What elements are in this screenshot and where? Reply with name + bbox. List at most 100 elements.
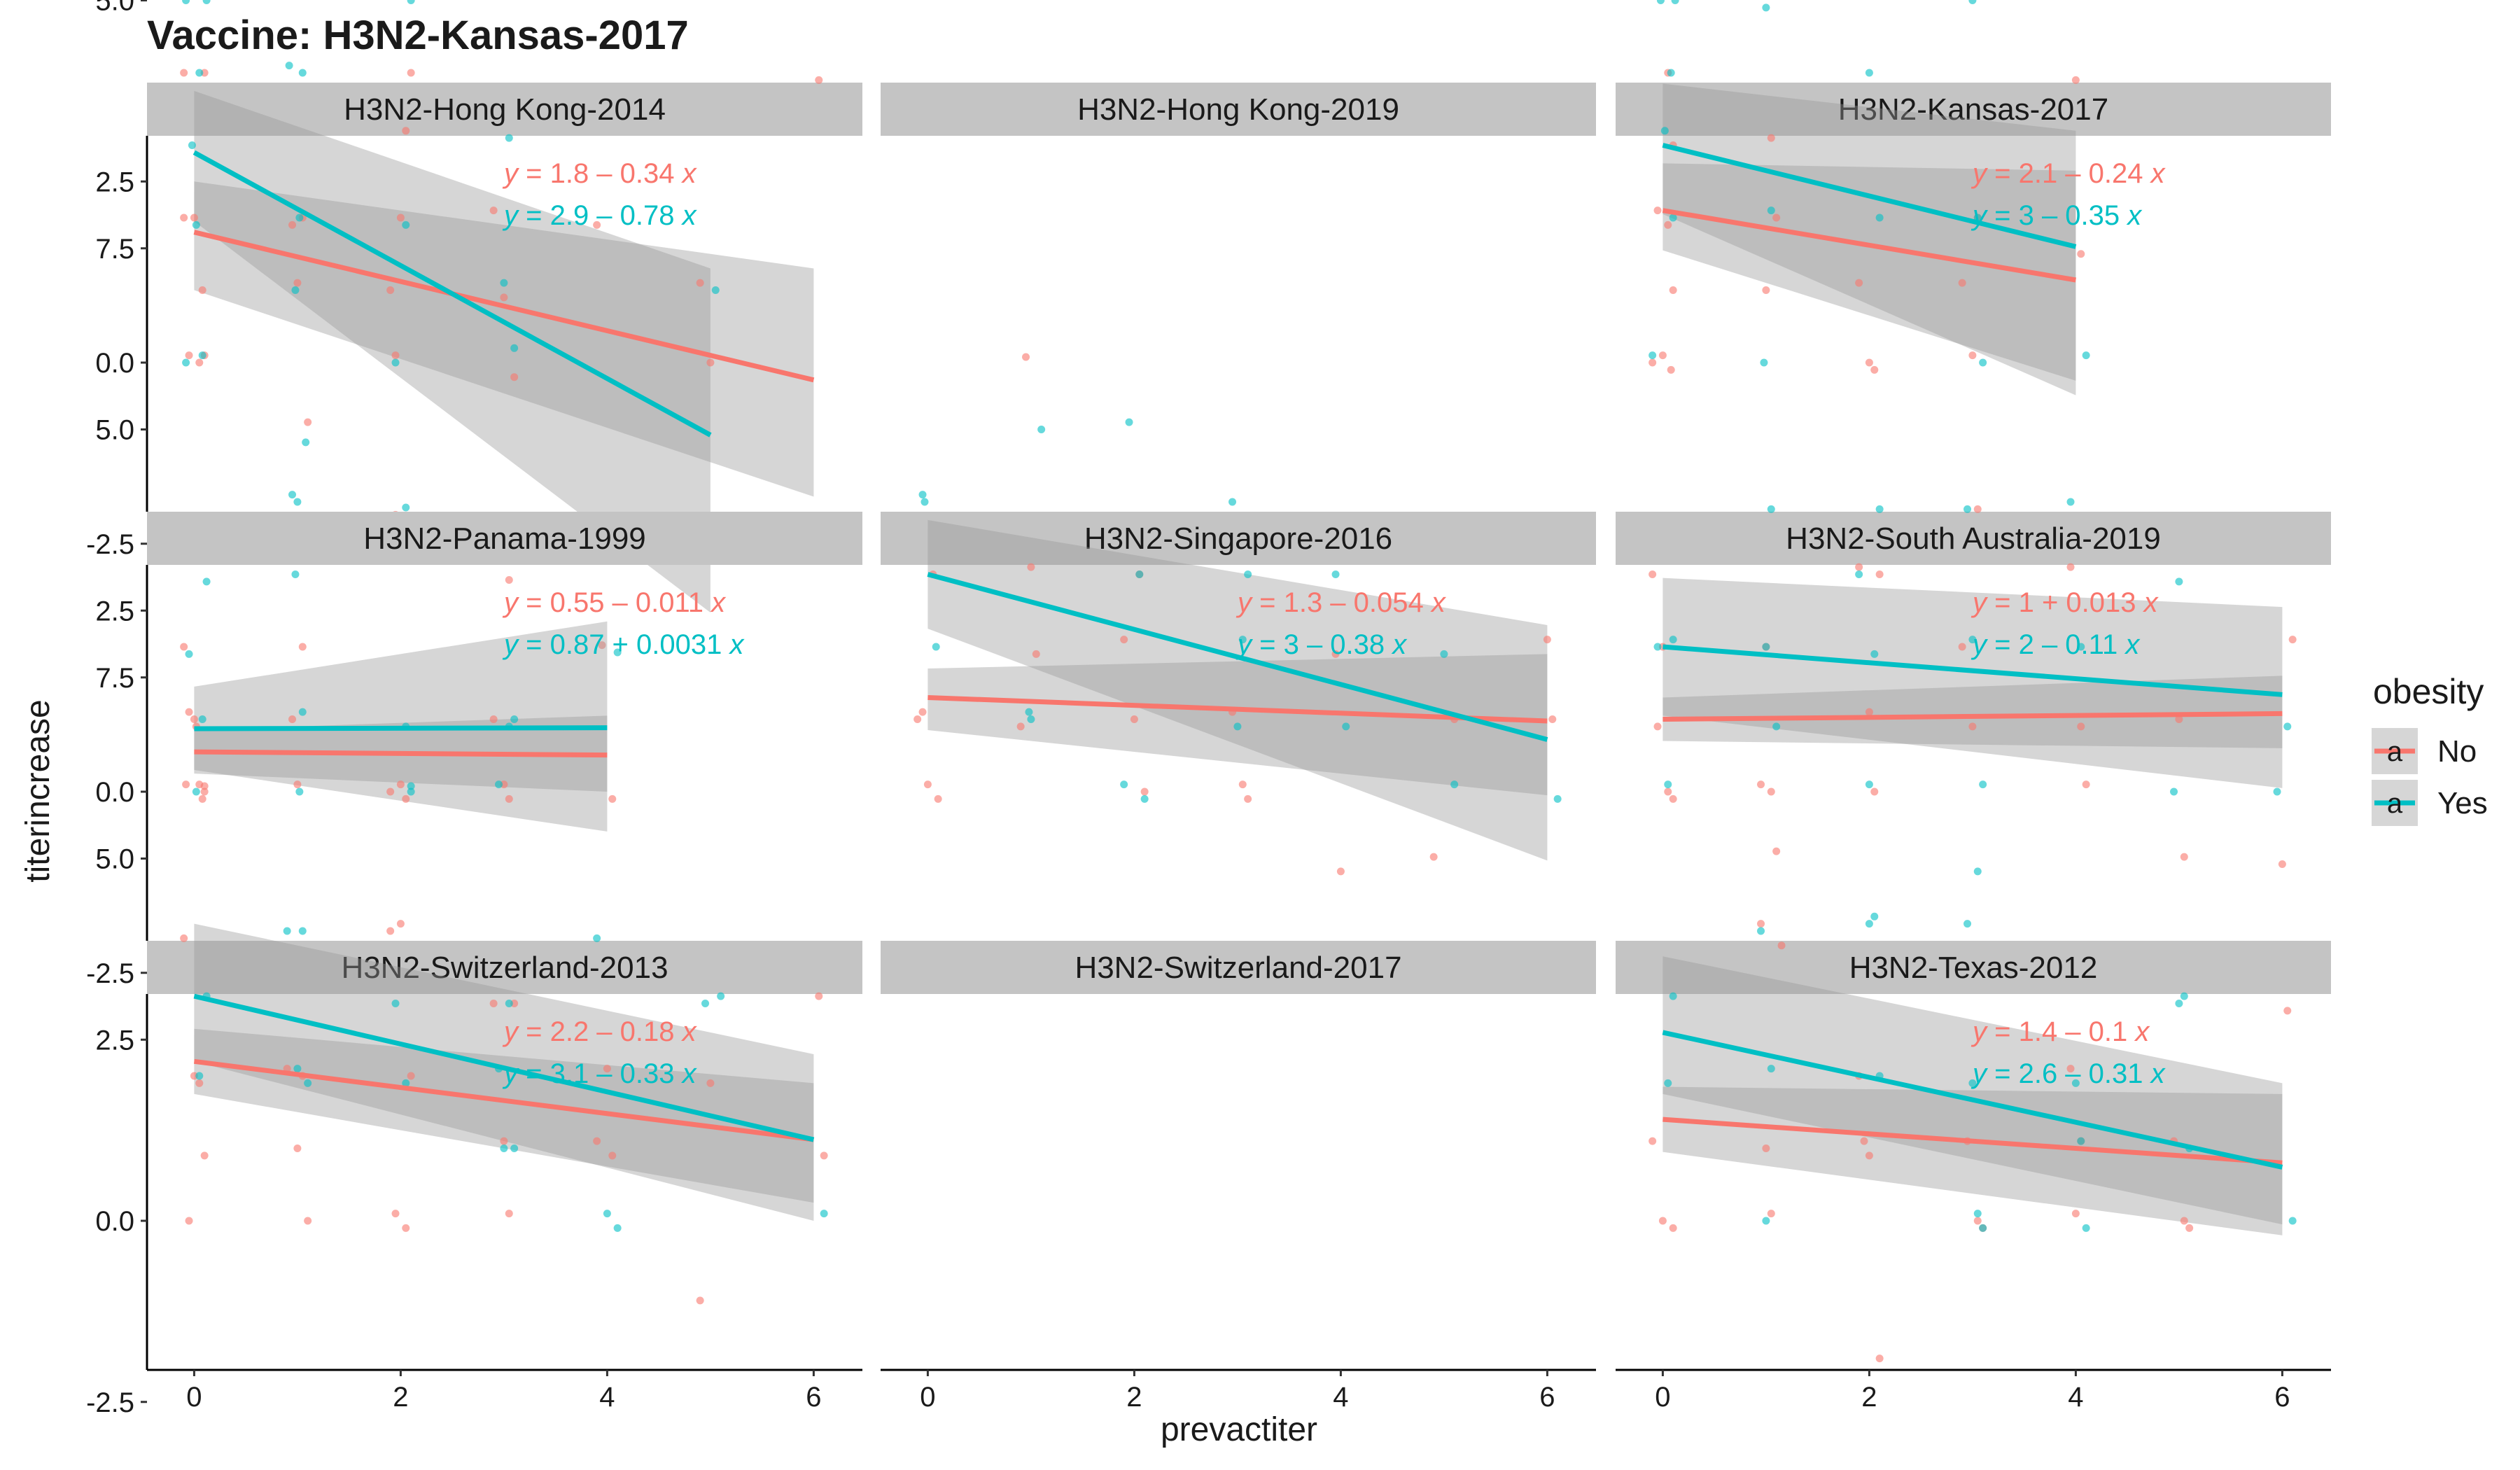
data-point-no [195,1079,204,1087]
data-point-no [500,293,508,302]
regression-line-no [1662,208,2076,283]
data-point-no [608,1152,617,1160]
facet-strip-label: H3N2-Texas-2012 [1849,951,2098,985]
data-point-no [2071,76,2080,84]
data-point-yes [1772,722,1781,731]
data-point-no [1968,351,1977,360]
data-point-no [593,220,601,229]
data-point-no [706,358,715,367]
data-point-no [1669,1224,1677,1232]
data-point-no [1767,1210,1775,1218]
data-point-yes [391,1000,400,1007]
data-point-no [1648,570,1657,578]
confidence-band-no [194,181,814,497]
data-point-no [1032,650,1040,658]
data-point-no [1429,853,1438,861]
data-point-yes [1767,1065,1775,1073]
data-point-yes [1760,358,1768,367]
data-point-yes [2283,722,2292,731]
data-point-no [1336,867,1345,876]
data-point-no [815,992,823,1000]
regression-equation-yes: y = 3.1 – 0.33 x [502,1058,698,1089]
data-point-yes [1968,1079,1977,1087]
data-point-no [198,794,206,803]
data-point-yes [402,1079,410,1087]
data-point-yes [1963,920,1972,928]
data-point-yes [1667,69,1675,77]
data-point-yes [500,279,508,287]
facet-panel: H3N2-Switzerland-2017 0 2 4 6 [881,941,1596,1413]
data-point-yes [288,491,297,499]
data-point-yes [2082,351,2090,360]
data-point-yes [1865,69,1873,77]
data-point-no [1016,722,1025,731]
data-point-no [489,206,498,215]
facet-strip [1616,512,2331,565]
data-point-no [608,794,617,803]
data-point-no [1875,1354,1884,1363]
panels-layer: H3N2-Hong Kong-2014 -2.5 0.0 2.5 5.0 7.5 y = 1… [86,0,2331,1418]
confidence-band-yes [927,519,1548,861]
data-point-no [1875,570,1884,578]
regression-line-no [1662,1116,2283,1166]
regression-line-no [1662,710,2283,722]
x-axis-title: prevactiter [1161,1411,1317,1448]
facet-strip [147,83,862,136]
data-point-yes [593,934,601,942]
data-point-no [1130,715,1138,723]
data-point-no [505,576,513,584]
regression-equation-no: y = 1.3 – 0.054 x [1236,587,1447,618]
regression-equation-no: y = 1.8 – 0.34 x [502,158,698,189]
data-point-no [923,780,932,789]
data-point-no [1870,788,1879,796]
regression-line-no [193,1058,814,1142]
data-point-yes [198,715,206,723]
data-point-yes [1870,650,1879,658]
data-point-yes [495,780,503,789]
data-point-yes [298,69,307,77]
data-point-no [200,782,209,790]
data-point-no [386,927,395,935]
data-point-no [598,641,606,650]
regression-line-yes [192,150,712,438]
facet-panel: H3N2-Texas-2012 0 2 4 6 y = 1.4 – 0.1 x y = 2.… [1616,847,2331,1413]
data-point-yes [188,141,196,149]
data-point-yes [1648,351,1657,360]
data-point-yes [1553,794,1562,803]
regression-line-yes [1662,1030,2283,1170]
data-point-yes [1979,358,1987,367]
data-point-no [2185,1224,2194,1232]
data-point-no [1664,788,1672,796]
data-point-yes [2273,788,2281,796]
data-point-yes [1037,426,1046,433]
data-point-no [198,286,206,294]
regression-line-yes [1662,644,2283,697]
data-point-no [195,358,204,367]
data-point-no [1968,722,1977,731]
data-point-yes [1979,780,1987,789]
x-tick-label: 0 [920,1382,935,1413]
data-point-no [182,780,190,789]
data-point-yes [402,503,410,512]
data-point-yes [1228,498,1237,506]
data-point-no [396,920,405,928]
data-point-no [190,715,198,723]
data-point-yes [182,358,190,367]
data-point-yes [2288,1217,2297,1225]
data-point-no [1238,780,1247,789]
data-point-yes [298,927,307,935]
facet-strip-label: H3N2-Switzerland-2017 [1074,951,1401,985]
confidence-band-no [1662,163,2076,381]
data-point-no [696,1296,704,1305]
data-point-no [1772,847,1781,855]
data-point-yes [1973,1210,1982,1218]
y-tick-label: 0.0 [95,348,134,379]
data-point-yes [1656,0,1665,4]
data-point-yes [510,344,519,352]
data-point-no [1958,279,1966,287]
data-point-yes [1669,214,1677,222]
confidence-band-yes [1662,83,2076,396]
data-point-no [200,1152,209,1160]
facet-strip [881,941,1596,994]
